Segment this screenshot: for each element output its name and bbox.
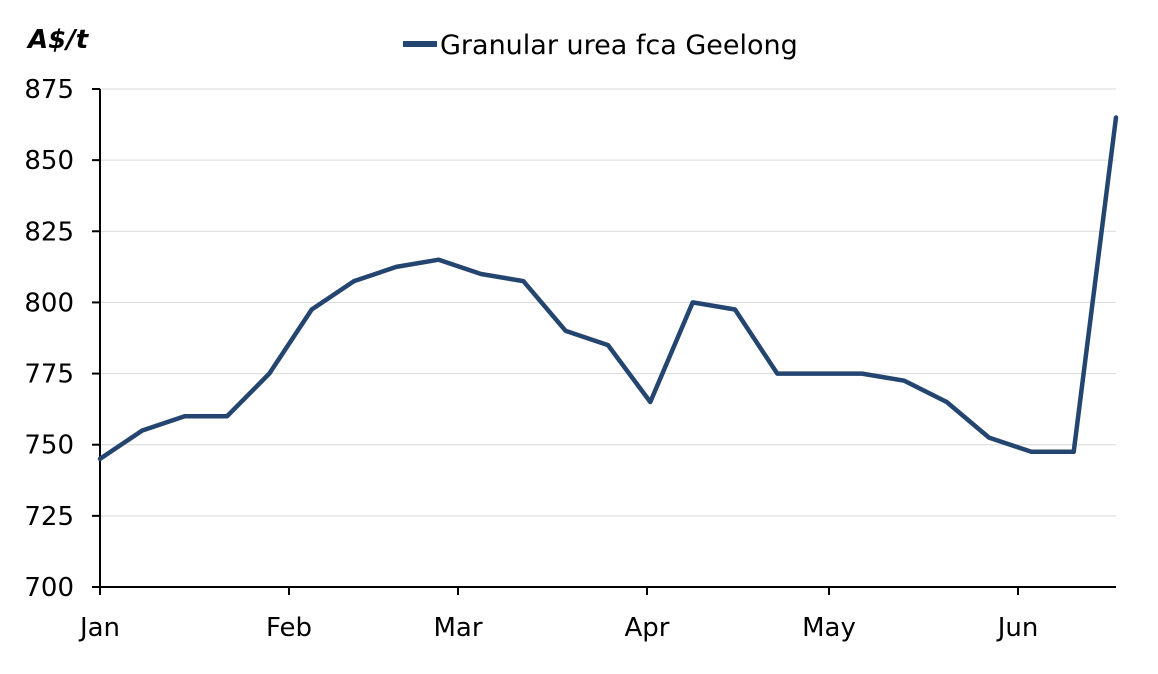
y-tick-label: 800 <box>24 288 74 318</box>
y-tick-label: 825 <box>24 217 74 247</box>
x-tick-label: May <box>802 613 856 643</box>
y-axis-unit-label: A$/t <box>26 25 90 55</box>
x-tick-label: Feb <box>266 613 312 643</box>
y-tick-label: 775 <box>24 360 74 390</box>
legend-label: Granular urea fca Geelong <box>440 30 798 61</box>
x-tick-label: Mar <box>433 613 482 643</box>
y-tick-label: 750 <box>24 431 74 461</box>
x-tick-label: Jun <box>996 613 1039 643</box>
y-tick-label: 700 <box>24 573 74 603</box>
gridlines <box>100 89 1116 516</box>
y-tick-label: 850 <box>24 146 74 176</box>
legend: Granular urea fca Geelong <box>403 30 798 61</box>
x-tick-label: Jan <box>78 613 120 643</box>
y-tick-label: 725 <box>24 502 74 532</box>
x-tick-label: Apr <box>625 613 670 643</box>
series-line <box>100 118 1116 459</box>
series-layer <box>100 117 1116 459</box>
y-tick-label: 875 <box>24 75 74 105</box>
